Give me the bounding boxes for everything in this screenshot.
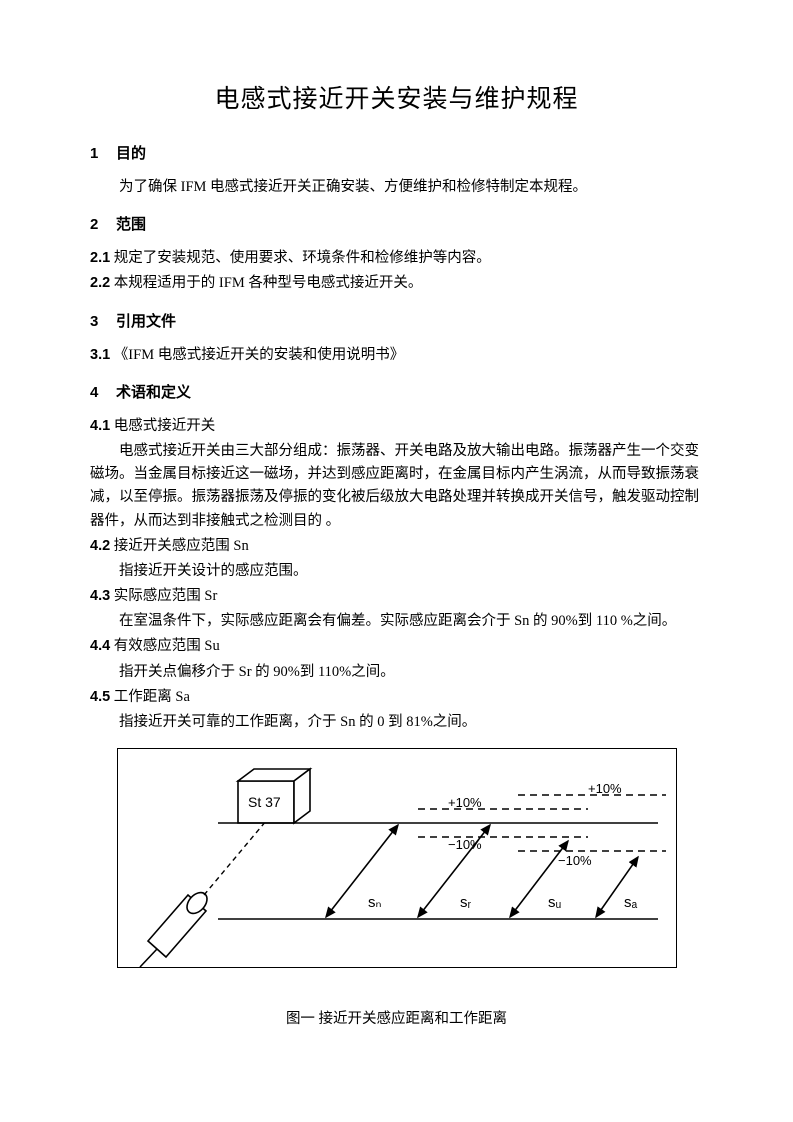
figure-label-m10b: −10%: [558, 853, 592, 868]
section-4-item-4-body: 指开关点偏移介于 Sr 的 90%到 110%之间。: [90, 661, 703, 684]
section-4-item-5-head: 4.5 工作距离 Sa: [90, 686, 703, 709]
section-4-item-5-body: 指接近开关可靠的工作距离，介于 Sn 的 0 到 81%之间。: [90, 711, 703, 734]
section-2-item-1-text: 规定了安装规范、使用要求、环境条件和检修维护等内容。: [110, 250, 491, 266]
section-4-head-text: 术语和定义: [116, 384, 191, 401]
figure-1-caption: 图一 接近开关感应距离和工作距离: [117, 1008, 677, 1031]
section-4-item-2-num: 4.2: [90, 538, 110, 554]
section-3-item-1-num: 3.1: [90, 347, 110, 363]
section-3-head-text: 引用文件: [116, 313, 176, 330]
section-3-item-1-text: 《IFM 电感式接近开关的安装和使用说明书》: [110, 347, 404, 363]
figure-label-p10b: +10%: [588, 781, 622, 796]
section-4-item-5-label: 工作距离 Sa: [110, 689, 190, 705]
section-4-num: 4: [90, 381, 116, 405]
figure-label-su: sᵤ: [548, 894, 562, 911]
section-2-num: 2: [90, 213, 116, 237]
section-4-item-1-num: 4.1: [90, 418, 110, 434]
section-4-item-4-num: 4.4: [90, 638, 110, 654]
section-2-item-2: 2.2 本规程适用于的 IFM 各种型号电感式接近开关。: [90, 272, 703, 295]
section-2-item-2-text: 本规程适用于的 IFM 各种型号电感式接近开关。: [110, 275, 422, 291]
section-1-head-text: 目的: [116, 145, 146, 162]
figure-label-sa: sₐ: [624, 894, 638, 911]
section-2-item-1: 2.1 规定了安装规范、使用要求、环境条件和检修维护等内容。: [90, 247, 703, 270]
section-4-item-2-label: 接近开关感应范围 Sn: [110, 538, 249, 554]
section-2-head-text: 范围: [116, 216, 146, 233]
figure-label-sr: sᵣ: [460, 894, 472, 911]
section-2-heading: 2范围: [90, 213, 703, 237]
section-2-item-2-num: 2.2: [90, 275, 110, 291]
figure-1-svg: St 37 +10% −10% +10% −10% sₙ sᵣ sᵤ: [118, 749, 678, 969]
figure-box-label: St 37: [248, 794, 281, 810]
section-1-heading: 1目的: [90, 142, 703, 166]
section-4-item-5-num: 4.5: [90, 689, 110, 705]
section-1-para: 为了确保 IFM 电感式接近开关正确安装、方便维护和检修特制定本规程。: [90, 176, 703, 199]
section-4-item-1-body: 电感式接近开关由三大部分组成：振荡器、开关电路及放大输出电路。振荡器产生一个交变…: [90, 440, 703, 533]
section-4-item-3-label: 实际感应范围 Sr: [110, 588, 217, 604]
section-4-item-1-label: 电感式接近开关: [110, 418, 215, 434]
figure-1: St 37 +10% −10% +10% −10% sₙ sᵣ sᵤ: [117, 748, 677, 968]
section-4-item-2-body: 指接近开关设计的感应范围。: [90, 560, 703, 583]
section-3-heading: 3引用文件: [90, 310, 703, 334]
section-4-item-4-label: 有效感应范围 Su: [110, 638, 220, 654]
section-4-item-1-head: 4.1 电感式接近开关: [90, 415, 703, 438]
figure-1-container: St 37 +10% −10% +10% −10% sₙ sᵣ sᵤ: [117, 748, 677, 1031]
section-1-num: 1: [90, 142, 116, 166]
section-3-num: 3: [90, 310, 116, 334]
section-4-item-3-num: 4.3: [90, 588, 110, 604]
figure-label-sn: sₙ: [368, 894, 382, 911]
section-2-item-1-num: 2.1: [90, 250, 110, 266]
figure-label-m10a: −10%: [448, 837, 482, 852]
section-3-item-1: 3.1 《IFM 电感式接近开关的安装和使用说明书》: [90, 344, 703, 367]
section-4-item-3-head: 4.3 实际感应范围 Sr: [90, 585, 703, 608]
section-4-item-2-head: 4.2 接近开关感应范围 Sn: [90, 535, 703, 558]
section-4-item-3-body: 在室温条件下，实际感应距离会有偏差。实际感应距离会介于 Sn 的 90%到 11…: [90, 610, 703, 633]
section-4-heading: 4术语和定义: [90, 381, 703, 405]
section-4-item-4-head: 4.4 有效感应范围 Su: [90, 635, 703, 658]
figure-label-p10a: +10%: [448, 795, 482, 810]
page-title: 电感式接近开关安装与维护规程: [90, 80, 703, 120]
